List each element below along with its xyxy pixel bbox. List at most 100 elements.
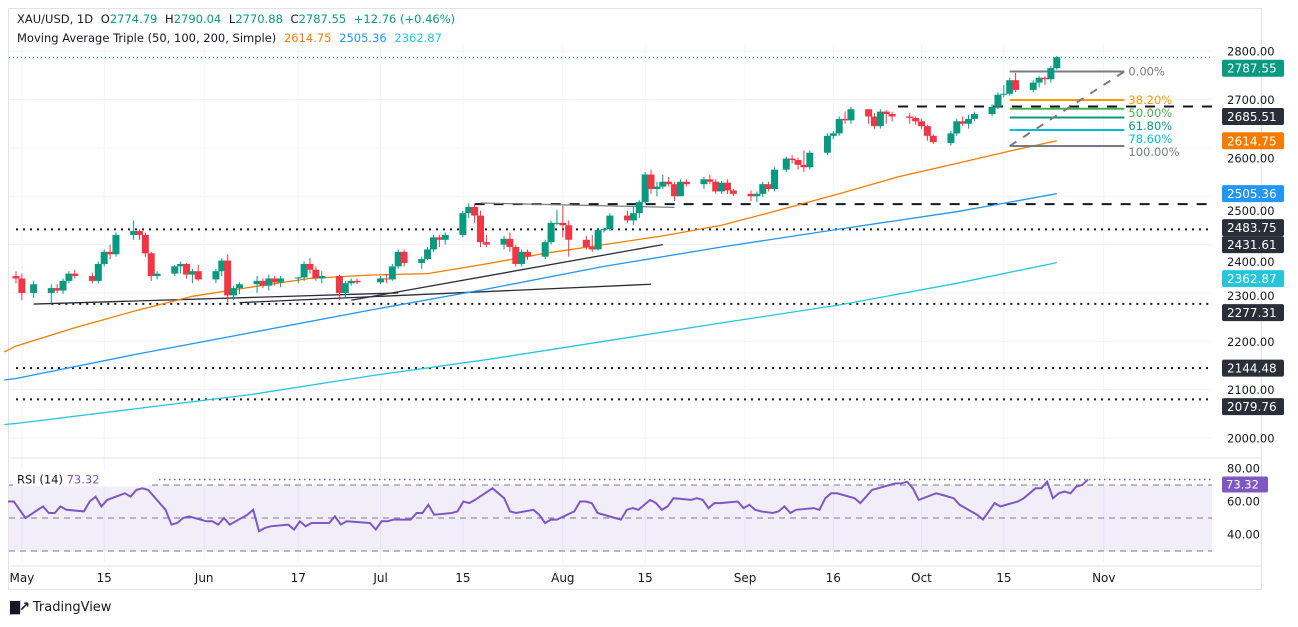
- candle-body: [53, 288, 61, 291]
- candle-body: [188, 271, 196, 275]
- candle-body: [965, 118, 973, 124]
- y-tick-label: 2700.00: [1227, 93, 1275, 107]
- candle-body: [671, 184, 679, 197]
- candle-body: [988, 106, 996, 115]
- candle-body: [388, 266, 396, 280]
- ma50-value: 2614.75: [283, 31, 332, 45]
- candle-body: [230, 288, 238, 296]
- rsi-legend-value: 73.32: [67, 473, 100, 487]
- candle-body: [782, 158, 790, 170]
- rsi-legend-bg: [13, 469, 148, 487]
- price-tag-bg: [1222, 236, 1284, 254]
- candle-body: [712, 181, 720, 192]
- price-tag-bg: [1222, 359, 1284, 377]
- candle-body: [400, 251, 408, 263]
- candle-body: [477, 215, 485, 243]
- candle-body: [953, 121, 961, 134]
- trendline[interactable]: [239, 283, 652, 304]
- candle-body: [335, 276, 343, 293]
- trendline[interactable]: [351, 243, 663, 301]
- fib-trend-line[interactable]: [1009, 70, 1125, 147]
- trendline[interactable]: [33, 292, 399, 305]
- close-value: 2787.55: [298, 12, 347, 26]
- candle-body: [882, 111, 890, 115]
- candle-body: [747, 193, 755, 197]
- candle-body: [829, 133, 837, 136]
- fib-level-label: 38.20%: [1128, 93, 1172, 107]
- candle-body: [47, 288, 55, 293]
- price-tag-level: 2144.48: [1227, 362, 1277, 376]
- candle-body: [682, 181, 690, 185]
- candle-body: [947, 133, 955, 144]
- ma50-line: [3, 140, 1057, 353]
- rsi-value-tag: 73.32: [1226, 478, 1259, 492]
- candle-body: [594, 230, 602, 250]
- rsi-legend: RSI (14) 73.32: [13, 469, 148, 487]
- candle-body: [600, 229, 608, 231]
- candle-body: [647, 174, 655, 189]
- y-tick-label: 2600.00: [1227, 151, 1275, 165]
- x-tick-label: Nov: [1092, 571, 1115, 585]
- chart-frame: [8, 8, 1262, 590]
- candle-body: [71, 273, 79, 277]
- candle-body: [794, 159, 802, 165]
- candle-body: [524, 251, 532, 257]
- candle-body: [135, 231, 143, 235]
- candle-body: [1000, 93, 1008, 95]
- candle-body: [130, 231, 138, 235]
- candle-body: [318, 276, 326, 279]
- rsi-tick-label: 80.00: [1227, 462, 1260, 476]
- brand-name: TradingView: [32, 600, 112, 615]
- candle-body: [559, 222, 567, 226]
- price-tag-ma100: 2505.36: [1227, 187, 1277, 201]
- candle-body: [194, 271, 202, 280]
- candle-body: [59, 280, 67, 291]
- candle-body: [541, 242, 549, 257]
- candle-body: [629, 213, 637, 221]
- x-tick-label: 15: [996, 571, 1011, 585]
- candle-body: [518, 251, 526, 264]
- candle-body: [253, 280, 261, 285]
- y-tick-label: 2300.00: [1227, 289, 1275, 303]
- y-tick-label: 2100.00: [1227, 383, 1275, 397]
- price-tag-bg: [1222, 185, 1284, 203]
- price-tag-level: 2079.76: [1227, 400, 1277, 414]
- low-value: 2770.88: [235, 12, 283, 26]
- candle-body: [582, 239, 590, 248]
- candle-body: [394, 251, 402, 267]
- y-tick-label: 2800.00: [1227, 45, 1275, 59]
- candle-body: [665, 181, 673, 185]
- candle-body: [418, 259, 426, 263]
- high-label: H: [165, 12, 174, 26]
- candle-body: [653, 186, 661, 189]
- candle-body: [565, 225, 573, 240]
- candle-body: [659, 181, 667, 187]
- candle-body: [606, 215, 614, 230]
- candle-body: [300, 263, 308, 278]
- price-tag-bg: [1222, 304, 1284, 322]
- y-tick-label: 2400.00: [1227, 255, 1275, 269]
- candle-body: [100, 251, 108, 264]
- candle-body: [624, 215, 632, 221]
- y-tick-label: 2000.00: [1227, 432, 1275, 446]
- candle-body: [482, 242, 490, 245]
- rsi-tag-bg: [1222, 476, 1268, 493]
- candle-body: [1029, 82, 1037, 90]
- candle-body: [994, 94, 1002, 107]
- candle-body: [700, 179, 708, 185]
- tradingview-logo[interactable]: ▇↗ TradingView: [10, 600, 111, 615]
- fib-level-label: 78.60%: [1128, 132, 1172, 146]
- rsi-tick-label: 60.00: [1227, 495, 1260, 509]
- candle-body: [676, 181, 684, 197]
- candle-body: [112, 234, 120, 255]
- candle-body: [265, 278, 273, 286]
- candle-body: [277, 278, 285, 283]
- candle-body: [1047, 68, 1055, 80]
- candle-body: [553, 222, 561, 224]
- x-tick-label: 17: [291, 571, 306, 585]
- tradingview-icon: ▇↗: [10, 600, 30, 615]
- x-tick-label: Sep: [734, 571, 757, 585]
- fib-level-label: 100.00%: [1128, 145, 1179, 159]
- symbol-label: XAU/USD, 1D: [17, 12, 94, 26]
